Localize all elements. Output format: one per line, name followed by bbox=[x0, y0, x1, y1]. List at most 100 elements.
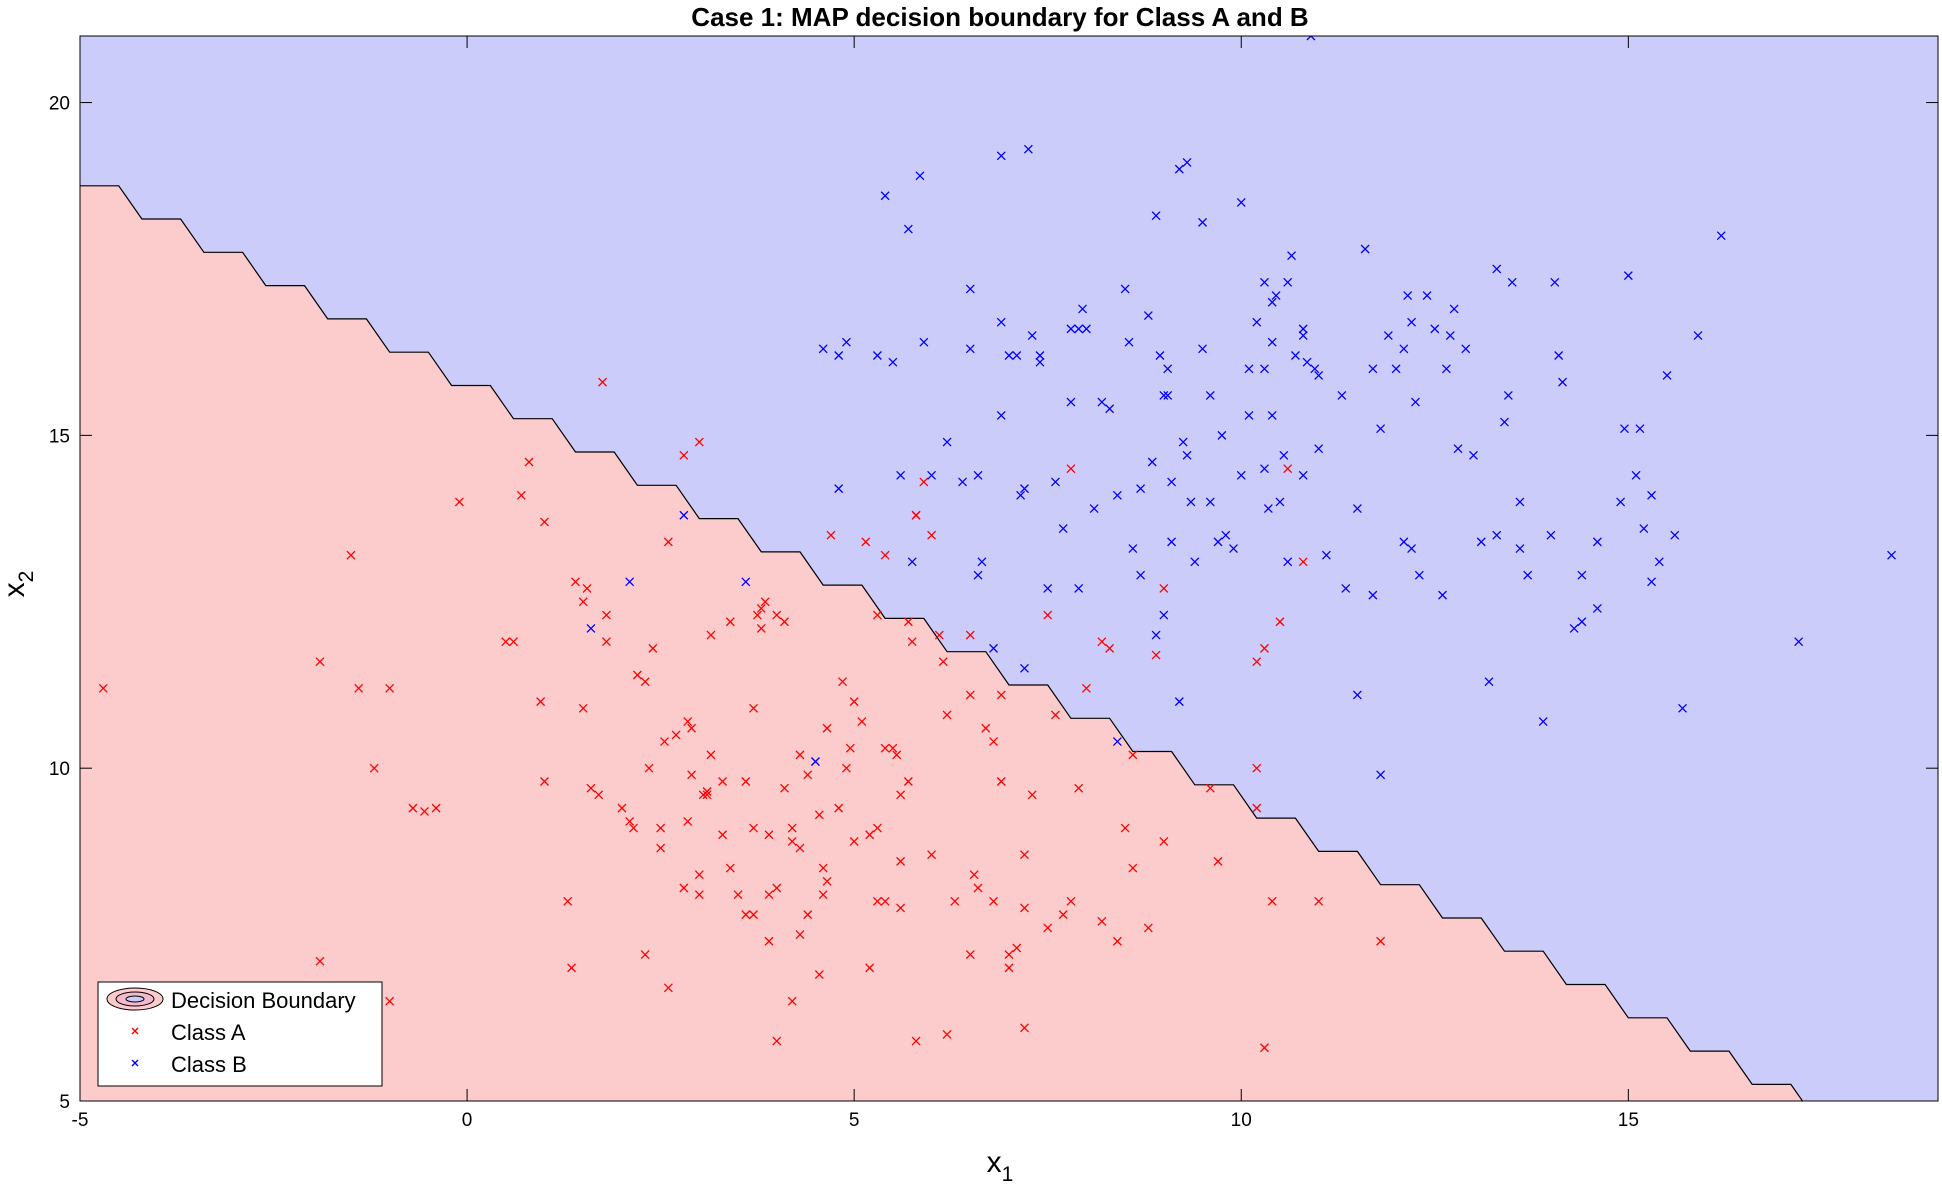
class-a-point bbox=[752, 610, 762, 620]
class-b-point bbox=[1283, 277, 1293, 287]
class-a-point bbox=[648, 643, 658, 653]
class-a-point bbox=[1159, 584, 1169, 593]
class-a-point bbox=[1151, 650, 1161, 660]
class-b-point bbox=[1283, 557, 1293, 567]
class-a-point bbox=[989, 896, 998, 906]
class-b-point bbox=[1236, 470, 1246, 480]
class-a-point bbox=[741, 910, 751, 920]
class-b-point bbox=[1271, 291, 1281, 301]
class-a-point bbox=[733, 890, 743, 900]
class-b-point bbox=[1321, 550, 1331, 560]
legend-label-class-b: Class B bbox=[171, 1052, 247, 1077]
class-b-point bbox=[1302, 357, 1312, 367]
class-b-point bbox=[1287, 251, 1297, 261]
class-a-point bbox=[617, 803, 627, 813]
legend: Decision Boundary Class A Class B bbox=[97, 981, 383, 1087]
class-a-point bbox=[718, 830, 728, 840]
class-a-point bbox=[872, 823, 882, 833]
class-b-point bbox=[1020, 484, 1029, 494]
class-b-point bbox=[1066, 324, 1076, 334]
class-a-point bbox=[942, 1029, 952, 1039]
legend-class-b-marker bbox=[131, 1059, 139, 1067]
class-a-point bbox=[973, 883, 983, 893]
class-b-point bbox=[1244, 410, 1254, 420]
class-b-point bbox=[1159, 390, 1169, 400]
class-a-point bbox=[814, 810, 824, 820]
class-b-point bbox=[1198, 217, 1207, 227]
y-tick-label: 5 bbox=[59, 1092, 70, 1113]
class-a-point bbox=[965, 630, 975, 640]
class-b-point bbox=[1221, 530, 1231, 540]
class-a-point bbox=[1298, 557, 1308, 567]
class-b-point bbox=[1124, 337, 1134, 347]
class-a-point bbox=[934, 630, 944, 640]
class-a-point bbox=[346, 550, 356, 560]
class-b-point bbox=[834, 351, 844, 360]
class-a-point bbox=[540, 777, 549, 786]
class-a-point bbox=[1159, 836, 1169, 846]
class-b-point bbox=[1794, 637, 1804, 647]
class-b-point bbox=[1352, 690, 1362, 700]
class-a-point bbox=[706, 750, 716, 760]
class-b-point bbox=[1066, 397, 1076, 407]
class-a-point bbox=[644, 763, 654, 773]
class-a-point bbox=[764, 890, 774, 900]
class-a-region bbox=[80, 185, 1938, 1101]
class-b-point bbox=[880, 191, 890, 201]
y-tick-label: 10 bbox=[49, 759, 70, 780]
class-a-point bbox=[772, 610, 782, 620]
class-a-point bbox=[888, 743, 898, 753]
class-b-point bbox=[1205, 497, 1215, 507]
class-a-point bbox=[826, 530, 836, 540]
class-a-point bbox=[671, 730, 681, 740]
class-a-point bbox=[911, 1036, 921, 1046]
class-a-point bbox=[687, 723, 697, 733]
class-a-point bbox=[408, 803, 418, 813]
class-a-point bbox=[1074, 783, 1084, 793]
class-b-point bbox=[1376, 770, 1386, 780]
class-b-point bbox=[1178, 437, 1188, 447]
class-b-point bbox=[1693, 331, 1703, 340]
class-b-point bbox=[903, 224, 913, 234]
plot-frame bbox=[79, 35, 1939, 1102]
class-b-point bbox=[818, 344, 828, 354]
class-b-point bbox=[1260, 364, 1269, 374]
class-b-point bbox=[679, 510, 689, 520]
class-a-point bbox=[795, 750, 805, 760]
class-b-point bbox=[1182, 450, 1192, 460]
class-b-point bbox=[973, 470, 983, 480]
class-b-point bbox=[1074, 584, 1084, 593]
class-a-point bbox=[965, 690, 975, 700]
class-b-point bbox=[1213, 537, 1223, 547]
class-a-point bbox=[741, 777, 751, 786]
x-axis-label-sub: 1 bbox=[1002, 1163, 1014, 1186]
class-b-point bbox=[1217, 430, 1227, 440]
class-a-point bbox=[756, 603, 766, 613]
class-a-point bbox=[787, 836, 797, 846]
class-a-point bbox=[872, 896, 882, 906]
class-b-point bbox=[1012, 351, 1022, 360]
class-a-point bbox=[725, 617, 735, 627]
class-a-point bbox=[903, 777, 913, 786]
class-a-point bbox=[861, 537, 871, 547]
class-b-point bbox=[1662, 371, 1672, 380]
class-b-point bbox=[958, 477, 968, 487]
class-b-point bbox=[834, 484, 844, 494]
class-a-point bbox=[950, 896, 960, 906]
class-b-point bbox=[1023, 144, 1033, 154]
class-b-point bbox=[1298, 470, 1308, 480]
class-b-point bbox=[1263, 504, 1273, 514]
class-b-point bbox=[1112, 490, 1122, 500]
x-tick-label: 0 bbox=[462, 1110, 473, 1131]
class-a-point bbox=[1120, 823, 1130, 833]
decision-regions bbox=[80, 36, 1938, 1101]
class-a-point bbox=[640, 950, 650, 960]
class-b-point bbox=[1592, 603, 1602, 613]
class-a-point bbox=[315, 657, 325, 667]
class-b-point bbox=[919, 337, 929, 347]
class-a-point bbox=[896, 903, 906, 913]
class-a-point bbox=[702, 790, 712, 800]
class-b-point bbox=[1078, 304, 1088, 314]
class-a-point bbox=[694, 870, 704, 880]
class-a-point bbox=[594, 790, 604, 800]
